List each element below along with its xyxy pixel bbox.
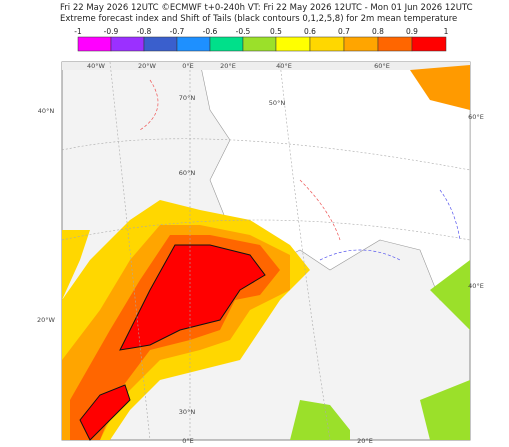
legend-label: 0.7	[338, 27, 350, 36]
legend-label: -0.6	[203, 27, 218, 36]
contour	[139, 79, 341, 241]
graticule-label: 60°E	[374, 62, 390, 70]
legend-label: -0.9	[104, 27, 119, 36]
graticule-label: 40°W	[87, 62, 106, 70]
legend-label: 0.9	[406, 27, 418, 36]
contour	[319, 189, 461, 261]
legend-swatch	[143, 36, 178, 52]
graticule	[61, 61, 471, 441]
graticule-label: 50°N	[269, 99, 286, 107]
legend-label: 0.5	[270, 27, 282, 36]
graticule-label: 0°E	[182, 437, 194, 445]
graticule-label: 20°E	[357, 437, 373, 445]
graticule-label: 20°W	[138, 62, 157, 70]
graticule-label: 20°W	[37, 316, 56, 324]
legend-swatch	[77, 36, 112, 52]
graticule-label: 60°E	[468, 113, 484, 121]
legend-label: -0.5	[236, 27, 251, 36]
legend-swatch	[176, 36, 211, 52]
anomaly-area	[410, 65, 470, 110]
legend-label: -1	[74, 27, 82, 36]
anomaly-area	[290, 260, 470, 440]
legend-label: 0.8	[372, 27, 384, 36]
legend-swatch	[377, 36, 413, 52]
legend-swatch	[309, 36, 345, 52]
graticule-label: 70°N	[179, 94, 196, 102]
legend-swatch	[411, 36, 447, 52]
legend: -1 -0.9 -0.8 -0.7 -0.6 -0.5 0.5 0.6 0.7 0.8 0.9 1	[74, 27, 449, 52]
legend-swatch	[242, 36, 277, 52]
graticule-label: 60°N	[179, 169, 196, 177]
legend-label: 0.6	[304, 27, 316, 36]
map-labels: 40°W 20°W 0°E 20°E 40°E 60°E 40°N 60°E 70°N 60°N 5…	[37, 62, 484, 445]
graticule-label: 20°E	[220, 62, 236, 70]
anomaly-area	[119, 244, 266, 351]
header-line: Extreme forecast index and Shift of Tail…	[60, 14, 457, 24]
anomaly-area	[62, 230, 90, 300]
legend-label: -0.7	[170, 27, 185, 36]
land	[62, 62, 470, 70]
graticule-label: 30°N	[179, 408, 196, 416]
legend-label: -0.8	[137, 27, 152, 36]
legend-swatch	[209, 36, 244, 52]
graticule-label: 40°E	[468, 282, 484, 290]
map	[61, 61, 471, 441]
header-line: Fri 22 May 2026 12UTC ©ECMWF t+0-240h VT…	[60, 3, 473, 13]
legend-swatch	[343, 36, 379, 52]
graticule-label: 40°E	[276, 62, 292, 70]
legend-swatch	[110, 36, 145, 52]
legend-swatch	[275, 36, 311, 52]
legend-label: 1	[444, 27, 449, 36]
graticule-label: 0°E	[182, 62, 194, 70]
graticule-label: 40°N	[38, 107, 55, 115]
anomaly-area	[79, 384, 131, 441]
